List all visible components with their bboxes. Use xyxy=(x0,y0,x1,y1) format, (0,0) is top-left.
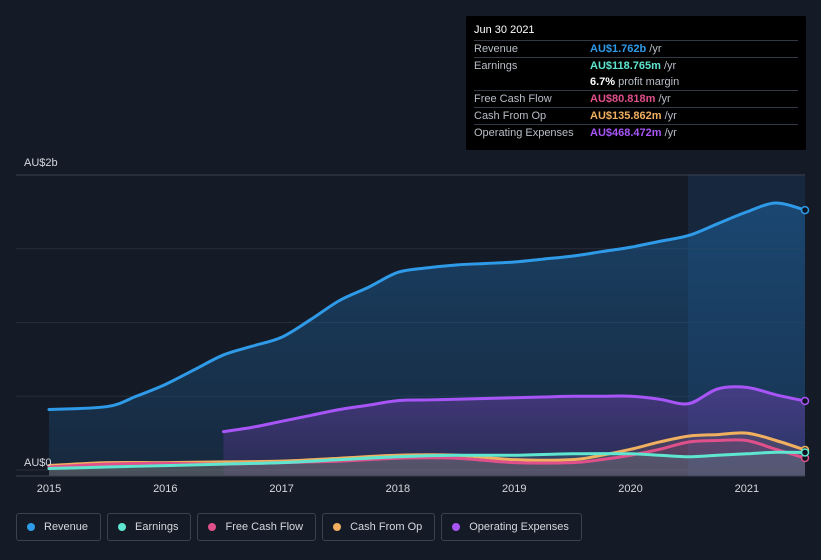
y-axis-bottom-label: AU$0 xyxy=(24,457,52,469)
tooltip-label: Free Cash Flow xyxy=(474,93,552,105)
legend-item-earnings[interactable]: Earnings xyxy=(107,513,192,541)
legend-dot-icon xyxy=(27,523,35,531)
legend-item-cash-from-op[interactable]: Cash From Op xyxy=(322,513,436,541)
series-lines xyxy=(47,201,807,471)
tooltip-row-profit-margin: 6.7% profit margin xyxy=(474,74,798,90)
tooltip-unit: /yr xyxy=(658,93,671,105)
tooltip-label: Cash From Op xyxy=(474,110,547,122)
legend-label: Operating Expenses xyxy=(469,521,569,533)
tooltip-value: 6.7% xyxy=(590,76,616,88)
legend-item-operating-expenses[interactable]: Operating Expenses xyxy=(441,513,582,541)
x-tick-label: 2020 xyxy=(618,483,642,495)
tooltip-value: AU$1.762b xyxy=(590,43,647,55)
x-tick-label: 2015 xyxy=(37,483,61,495)
tooltip-value: AU$80.818m xyxy=(590,93,656,105)
legend-dot-icon xyxy=(452,523,461,531)
legend-dot-icon xyxy=(118,523,127,531)
legend-label: Cash From Op xyxy=(350,521,423,533)
tooltip-unit: /yr xyxy=(664,110,677,122)
earnings-endpoint xyxy=(800,448,810,457)
tooltip-value: AU$135.862m xyxy=(590,110,662,122)
legend-dot-icon xyxy=(208,523,217,531)
tooltip-date: Jun 30 2021 xyxy=(474,24,535,36)
tooltip-label: Revenue xyxy=(474,43,519,55)
legend-label: Free Cash Flow xyxy=(225,521,304,533)
operating-expenses-area xyxy=(223,386,805,476)
x-axis-ticks: 2015 2016 2017 2018 2019 2020 2021 xyxy=(37,483,759,495)
operating-expenses-line xyxy=(221,385,807,434)
operating-expenses-endpoint xyxy=(800,396,810,406)
legend-item-revenue[interactable]: Revenue xyxy=(16,513,102,541)
tooltip-unit: /yr xyxy=(664,127,677,139)
tooltip-unit: /yr xyxy=(649,43,662,55)
tooltip-label: Earnings xyxy=(474,60,518,72)
x-tick-label: 2019 xyxy=(502,483,526,495)
legend-label: Earnings xyxy=(135,521,179,533)
tooltip-row-free-cash-flow: Free Cash Flow AU$80.818m /yr xyxy=(474,90,798,107)
series-endpoints xyxy=(800,205,810,463)
tooltip-panel: Jun 30 2021 Revenue AU$1.762b /yr Earnin… xyxy=(466,16,806,150)
legend-dot-icon xyxy=(333,523,342,531)
earnings-line xyxy=(47,450,807,471)
tooltip-value: AU$118.765m xyxy=(590,60,661,72)
legend: Revenue Earnings Free Cash Flow Cash Fro… xyxy=(16,513,582,541)
revenue-line xyxy=(47,201,807,412)
tooltip-unit: /yr xyxy=(663,60,677,72)
y-axis-top-label: AU$2b xyxy=(24,157,58,169)
tooltip-row-revenue: Revenue AU$1.762b /yr xyxy=(474,40,798,57)
x-tick-label: 2016 xyxy=(153,483,177,495)
tooltip-row-operating-expenses: Operating Expenses AU$468.472m /yr xyxy=(474,124,798,141)
x-tick-label: 2018 xyxy=(386,483,410,495)
legend-item-free-cash-flow[interactable]: Free Cash Flow xyxy=(197,513,317,541)
tooltip-row-cash-from-op: Cash From Op AU$135.862m /yr xyxy=(474,107,798,124)
cash-from-op-line xyxy=(47,431,807,468)
tooltip-label: Operating Expenses xyxy=(474,127,574,139)
tooltip-row-earnings: Earnings AU$118.765m /yr xyxy=(474,57,798,74)
legend-label: Revenue xyxy=(44,521,89,533)
x-tick-label: 2021 xyxy=(735,483,759,495)
tooltip-unit: profit margin xyxy=(618,76,680,88)
tooltip-value: AU$468.472m xyxy=(590,127,662,139)
x-tick-label: 2017 xyxy=(269,483,293,495)
revenue-endpoint xyxy=(800,205,810,215)
